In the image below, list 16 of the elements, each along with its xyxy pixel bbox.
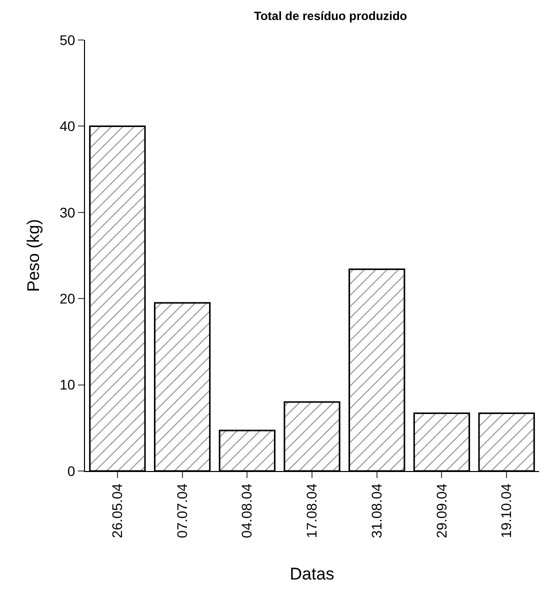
y-tick-label: 20 [60, 290, 76, 306]
x-tick-label: 26.05.04 [108, 483, 125, 538]
x-axis-title: Datas [290, 564, 334, 584]
x-tick-label: 17.08.04 [304, 483, 320, 538]
y-tick-label: 0 [67, 462, 76, 479]
y-tick-label: 10 [60, 376, 76, 393]
x-tick-label: 31.08.04 [368, 483, 384, 538]
y-tick-label: 50 [60, 32, 76, 48]
x-tick-label: 19.10.04 [498, 483, 514, 538]
y-tick-label: 30 [60, 204, 76, 220]
x-tick-label: 07.07.04 [174, 483, 190, 538]
chart-title: Total de resíduo produzido [254, 9, 408, 24]
y-axis-title: Peso (kg) [24, 219, 44, 292]
y-tick-label: 40 [60, 118, 76, 134]
x-tick-label: 04.08.04 [238, 483, 255, 538]
x-tick-label: 29.09.04 [433, 483, 450, 538]
